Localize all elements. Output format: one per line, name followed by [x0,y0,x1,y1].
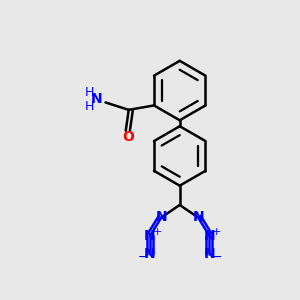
Text: +: + [152,227,162,237]
Text: N: N [91,92,102,106]
Text: −: − [211,251,222,264]
Text: H: H [85,86,94,99]
Text: H: H [85,100,94,112]
Text: N: N [144,229,156,243]
Text: N: N [144,247,156,261]
Text: N: N [204,247,215,261]
Text: N: N [192,211,204,224]
Text: +: + [212,227,221,237]
Text: N: N [155,211,167,224]
Text: O: O [122,130,134,144]
Text: N: N [204,229,215,243]
Text: −: − [138,251,148,264]
